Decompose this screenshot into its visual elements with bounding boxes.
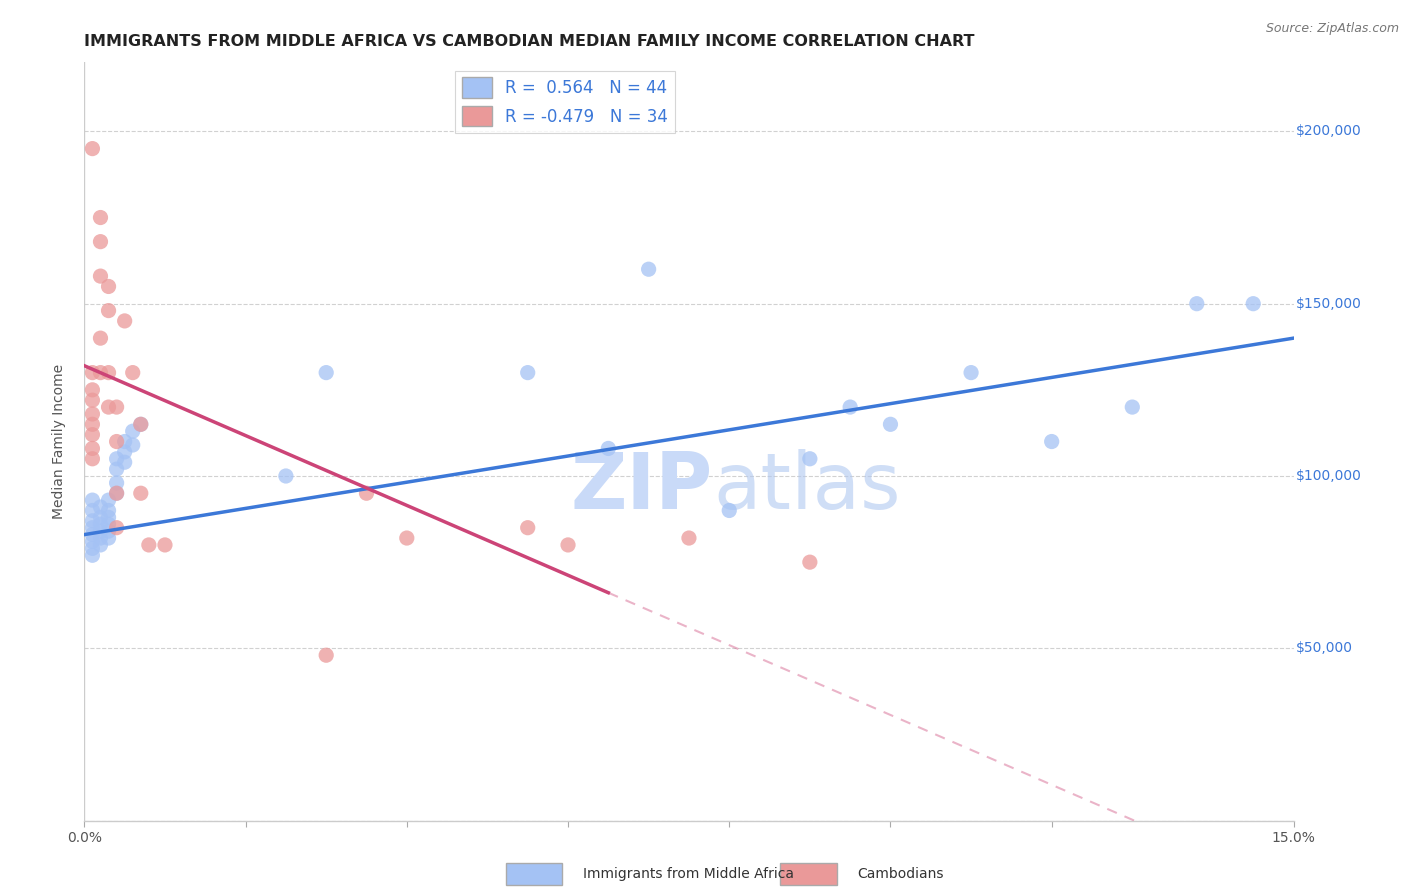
Point bbox=[82, 417, 104, 432]
Point bbox=[121, 438, 143, 452]
Point bbox=[82, 442, 104, 456]
Point bbox=[89, 269, 111, 284]
Point bbox=[129, 486, 152, 500]
Point bbox=[97, 531, 120, 545]
Point bbox=[89, 524, 111, 538]
Point bbox=[82, 427, 104, 442]
Text: $200,000: $200,000 bbox=[1296, 124, 1361, 138]
Point bbox=[356, 486, 378, 500]
Point bbox=[97, 279, 120, 293]
Point bbox=[799, 451, 821, 466]
Point bbox=[718, 503, 741, 517]
Point bbox=[97, 510, 120, 524]
Point bbox=[82, 534, 104, 549]
Point bbox=[82, 503, 104, 517]
Point bbox=[89, 538, 111, 552]
Point bbox=[153, 538, 176, 552]
FancyBboxPatch shape bbox=[780, 863, 837, 885]
Point bbox=[839, 400, 862, 414]
Text: Cambodians: Cambodians bbox=[858, 867, 945, 881]
Text: $50,000: $50,000 bbox=[1296, 641, 1353, 656]
Point bbox=[82, 548, 104, 563]
Point bbox=[89, 510, 111, 524]
Point bbox=[637, 262, 659, 277]
Y-axis label: Median Family Income: Median Family Income bbox=[52, 364, 66, 519]
Legend: R =  0.564   N = 44, R = -0.479   N = 34: R = 0.564 N = 44, R = -0.479 N = 34 bbox=[456, 70, 675, 133]
Text: atlas: atlas bbox=[713, 449, 901, 525]
Point bbox=[105, 486, 128, 500]
Point bbox=[799, 555, 821, 569]
Point bbox=[97, 517, 120, 532]
Point bbox=[82, 514, 104, 528]
Point bbox=[1185, 296, 1208, 310]
Point bbox=[82, 451, 104, 466]
Point bbox=[274, 469, 297, 483]
Point bbox=[89, 500, 111, 514]
Point bbox=[114, 445, 136, 459]
Point bbox=[960, 366, 983, 380]
Text: IMMIGRANTS FROM MIDDLE AFRICA VS CAMBODIAN MEDIAN FAMILY INCOME CORRELATION CHAR: IMMIGRANTS FROM MIDDLE AFRICA VS CAMBODI… bbox=[84, 34, 974, 49]
Point bbox=[82, 541, 104, 556]
Point bbox=[105, 451, 128, 466]
Point bbox=[105, 521, 128, 535]
Point bbox=[97, 493, 120, 508]
Point bbox=[82, 142, 104, 156]
Point bbox=[129, 417, 152, 432]
Point bbox=[557, 538, 579, 552]
Point bbox=[97, 366, 120, 380]
Point bbox=[879, 417, 901, 432]
Point bbox=[89, 517, 111, 532]
Text: $100,000: $100,000 bbox=[1296, 469, 1362, 483]
Point bbox=[1241, 296, 1264, 310]
Point bbox=[129, 417, 152, 432]
Text: Immigrants from Middle Africa: Immigrants from Middle Africa bbox=[583, 867, 794, 881]
Point bbox=[89, 235, 111, 249]
Point bbox=[516, 366, 538, 380]
Point bbox=[121, 424, 143, 438]
Text: $150,000: $150,000 bbox=[1296, 297, 1362, 310]
Point bbox=[105, 400, 128, 414]
Point bbox=[89, 211, 111, 225]
Point bbox=[598, 442, 620, 456]
Point bbox=[678, 531, 700, 545]
Text: ZIP: ZIP bbox=[571, 449, 713, 525]
Point bbox=[82, 383, 104, 397]
Point bbox=[114, 455, 136, 469]
Point bbox=[89, 531, 111, 545]
Point bbox=[82, 366, 104, 380]
Point bbox=[89, 331, 111, 345]
Point bbox=[97, 400, 120, 414]
Point bbox=[82, 521, 104, 535]
Point bbox=[114, 434, 136, 449]
FancyBboxPatch shape bbox=[506, 863, 562, 885]
Point bbox=[105, 486, 128, 500]
Point bbox=[1121, 400, 1143, 414]
Point bbox=[315, 366, 337, 380]
Point bbox=[114, 314, 136, 328]
Point bbox=[105, 462, 128, 476]
Point bbox=[315, 648, 337, 663]
Point bbox=[82, 493, 104, 508]
Point bbox=[121, 366, 143, 380]
Text: Source: ZipAtlas.com: Source: ZipAtlas.com bbox=[1265, 22, 1399, 36]
Point bbox=[89, 366, 111, 380]
Point bbox=[97, 503, 120, 517]
Point bbox=[82, 407, 104, 421]
Point bbox=[82, 393, 104, 408]
Point bbox=[105, 434, 128, 449]
Point bbox=[97, 303, 120, 318]
Point bbox=[1040, 434, 1063, 449]
Point bbox=[516, 521, 538, 535]
Point bbox=[97, 524, 120, 538]
Point bbox=[395, 531, 418, 545]
Point bbox=[105, 475, 128, 490]
Point bbox=[82, 527, 104, 541]
Point bbox=[138, 538, 160, 552]
